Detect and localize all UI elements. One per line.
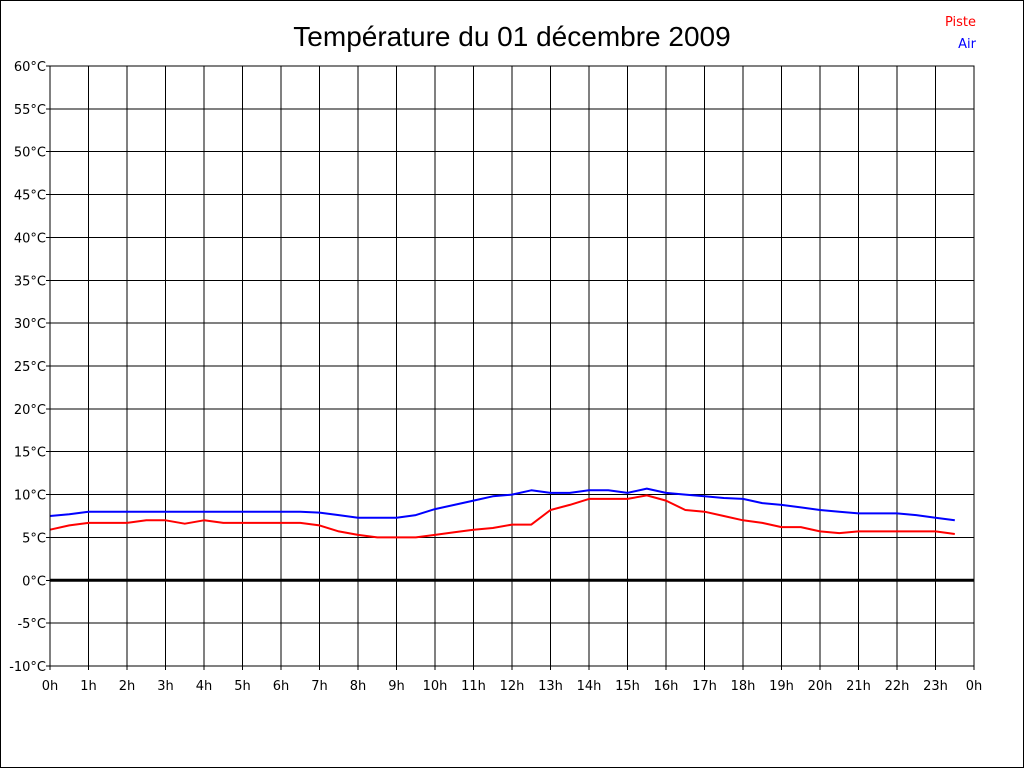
x-tick-label: 9h	[388, 679, 405, 694]
x-tick-label: 23h	[923, 679, 948, 694]
series-line-air	[49, 487, 955, 522]
x-tick-label: 0h	[42, 679, 59, 694]
x-tick-label: 22h	[885, 679, 910, 694]
x-tick-label: 15h	[615, 679, 640, 694]
series-lines	[49, 487, 955, 539]
y-tick-label: 40°C	[14, 231, 46, 246]
axes	[46, 65, 975, 670]
x-tick-label: 18h	[731, 679, 756, 694]
x-tick-label: 19h	[769, 679, 794, 694]
y-tick-label: 25°C	[14, 360, 46, 375]
x-tick-label: 13h	[538, 679, 563, 694]
y-tick-label: 60°C	[14, 60, 46, 75]
grid	[49, 65, 975, 667]
y-tick-label: 45°C	[14, 189, 46, 204]
y-tick-label: 50°C	[14, 146, 46, 161]
x-tick-label: 7h	[311, 679, 328, 694]
x-tick-label: 1h	[80, 679, 97, 694]
legend-entry-air: Air	[958, 37, 977, 52]
chart-title: Température du 01 décembre 2009	[293, 21, 730, 52]
x-tick-label: 14h	[577, 679, 602, 694]
x-tick-label: 12h	[500, 679, 525, 694]
y-tick-label: 0°C	[22, 574, 46, 589]
y-tick-label: -5°C	[17, 617, 46, 632]
y-tick-label: 30°C	[14, 317, 46, 332]
y-tick-label: 20°C	[14, 403, 46, 418]
y-tick-label: -10°C	[9, 660, 46, 675]
x-tick-label: 0h	[966, 679, 983, 694]
legend: Piste Air	[945, 15, 977, 52]
x-tick-label: 8h	[350, 679, 367, 694]
y-tick-label: 10°C	[14, 489, 46, 504]
x-tick-label: 20h	[808, 679, 833, 694]
x-tick-label: 16h	[654, 679, 679, 694]
y-tick-label: 55°C	[14, 103, 46, 118]
x-tick-label: 2h	[119, 679, 136, 694]
x-tick-label: 21h	[846, 679, 871, 694]
y-tick-label: 15°C	[14, 446, 46, 461]
x-tick-label: 11h	[461, 679, 486, 694]
x-tick-label: 5h	[234, 679, 251, 694]
y-tick-label: 5°C	[22, 531, 46, 546]
y-tick-label: 35°C	[14, 274, 46, 289]
tick-labels: 0h 1h 2h 3h 4h 5h 6h 7h 8h 9h 10h 11h 12h 13h 14h 15h 16…	[9, 60, 982, 694]
legend-entry-piste: Piste	[945, 15, 976, 30]
x-tick-label: 4h	[196, 679, 213, 694]
x-tick-label: 17h	[692, 679, 717, 694]
x-tick-label: 6h	[273, 679, 290, 694]
x-tick-label: 3h	[157, 679, 174, 694]
plot-border	[49, 65, 975, 667]
series-line-piste	[49, 494, 955, 539]
x-tick-label: 10h	[423, 679, 448, 694]
